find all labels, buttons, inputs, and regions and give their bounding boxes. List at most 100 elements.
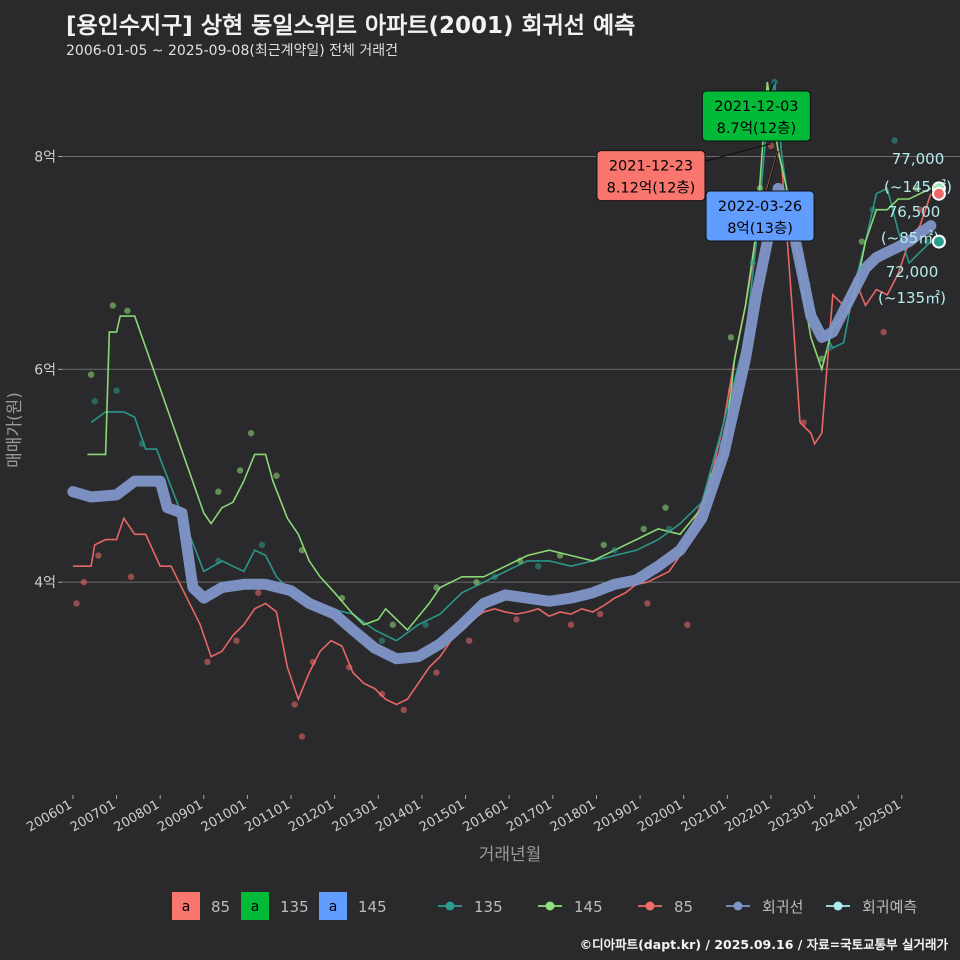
legend-box-label: 145 [358,898,387,916]
x-tick-label: 201301 [330,797,380,835]
trade-point-145 [913,185,920,192]
x-tick-label: 200801 [112,797,162,835]
x-tick-label: 202501 [853,797,903,835]
trade-point-85 [95,552,102,559]
legend-line-label: 135 [474,898,503,916]
trade-point-135 [138,440,146,448]
trade-point-145 [600,541,607,549]
trade-point-85 [433,669,440,676]
trade-point-135 [491,573,498,581]
legend-box-swatch [241,892,269,920]
trade-point-135 [113,387,120,394]
annotation-date: 2021-12-03 [714,99,798,115]
x-tick-label: 200601 [24,797,74,835]
trade-point-85 [644,600,651,607]
annotation-value: 8.12억(12층) [607,180,696,197]
annotation-box [596,150,706,202]
x-tick-label: 202301 [766,797,816,835]
legend-dot [645,901,655,911]
trend-line [67,182,937,665]
trade-point-85 [233,637,240,644]
legend-line-label: 회귀예측 [862,898,917,916]
x-tick-label: 201401 [373,797,423,835]
series-line-135 [90,81,932,642]
forecast-marks: 77,000(~145㎡)76,500(~85㎡)72,000(~135㎡) [878,150,952,307]
x-tick-label: 201901 [592,797,642,835]
series-line-145 [87,81,932,632]
trade-point-145 [215,488,222,495]
series-line-85 [72,147,932,706]
trade-point-135 [215,557,222,565]
trade-point-135 [665,525,673,533]
trade-point-145 [473,578,480,586]
scatter-points [73,78,931,740]
trade-point-85 [916,206,924,213]
legend-box-letter: a [329,899,338,915]
trend-line-path [67,182,937,665]
trade-point-145 [236,467,244,474]
annotation-value: 8.7억(12층) [717,120,797,137]
annotation-date: 2021-12-23 [609,159,693,175]
trade-point-85 [378,690,386,698]
legend: a 85 a 135 a 145 135 145 85 회귀선 회귀예측 [172,892,917,920]
legend-box-label: 135 [280,898,309,916]
trade-point-135 [258,541,266,549]
y-tick-label: 8억 [34,149,56,165]
trade-point-145 [87,371,95,378]
annotation-box [705,190,815,242]
forecast-value-label: 76,500 [888,203,941,221]
legend-line-label: 회귀선 [762,898,803,916]
trade-point-85 [346,664,353,671]
legend-dot [545,901,555,911]
trade-point-135 [611,547,618,554]
x-tick-label: 201501 [417,797,467,835]
trade-point-145 [640,525,647,533]
trade-point-145 [124,307,131,314]
x-tick-label: 201001 [199,797,249,835]
x-tick-label: 202101 [679,797,729,835]
trade-point-85 [596,610,604,618]
y-tick-label: 6억 [34,362,56,378]
x-tick-label: 201101 [243,797,293,835]
forecast-value-label: 77,000 [892,150,945,168]
annotations: 2021-12-03 8.7억(12층) 2021-12-23 8.12억(12층) 2… [596,81,815,242]
trade-point-145 [516,557,524,565]
legend-box-swatch [172,892,200,920]
x-tick-label: 200701 [68,797,118,835]
y-tick-label: 4억 [34,575,56,591]
trade-point-85 [73,600,80,607]
trade-point-145 [727,334,735,341]
page-subtitle: 2006-01-05 ~ 2025-09-08(최근계약일) 전체 거래건 [66,43,398,59]
trade-point-135 [749,259,756,267]
legend-dot [445,901,455,911]
trade-point-85 [204,658,211,666]
x-tick-label: 201701 [504,797,554,835]
trade-point-145 [338,594,346,602]
trade-point-135 [869,206,876,213]
forecast-marker-1 [931,186,946,201]
trade-point-145 [756,185,764,192]
trade-point-135 [422,621,429,628]
source-caption: ©디아파트(dapt.kr) / 2025.09.16 / 자료=국토교통부 실… [579,937,948,952]
trade-point-85 [255,589,262,596]
legend-box-letter: a [182,899,191,915]
trade-point-145 [109,302,117,309]
trade-point-135 [825,344,833,352]
trade-point-145 [556,552,564,559]
trade-point-85 [465,637,473,644]
trade-point-145 [858,238,866,245]
annotation-value: 8억(13층) [727,220,793,237]
trade-point-85 [684,621,691,628]
x-tick-label: 202001 [635,797,685,835]
page-title: [용인수지구] 상현 동일스위트 아파트(2001) 회귀선 예측 [66,13,636,39]
trade-point-145 [818,355,826,362]
forecast-marker-2 [931,234,946,249]
trade-point-135 [535,562,542,570]
legend-box-swatch [319,892,347,920]
x-tick-label: 202201 [722,797,772,835]
x-tick-label: 201601 [461,797,511,835]
trade-point-145 [247,429,255,437]
forecast-area-label: (~85㎡) [881,229,939,247]
trade-point-85 [127,573,135,581]
